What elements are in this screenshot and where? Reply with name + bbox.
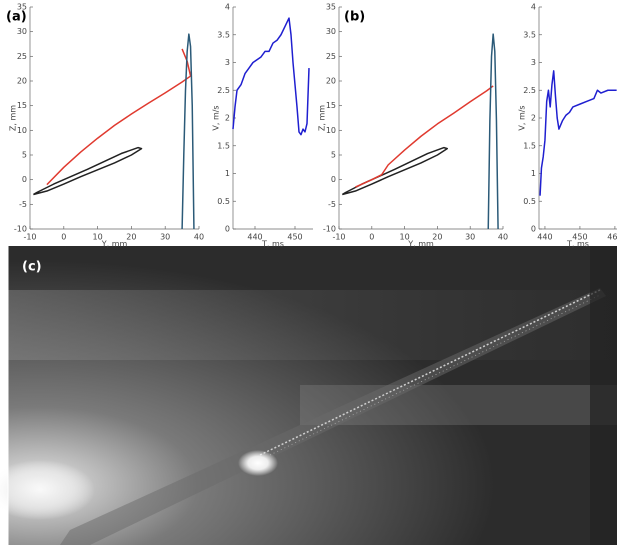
y-tick-label: 5: [331, 151, 336, 160]
y-tick-label: 0: [331, 175, 336, 184]
y-tick-label: 25: [17, 52, 27, 61]
data-line: [487, 33, 499, 230]
y-tick-label: -5: [328, 200, 336, 209]
x-tick-label: 450: [287, 233, 302, 242]
y-tick-label: 1: [531, 169, 536, 178]
y-tick-label: 10: [326, 126, 336, 135]
y-tick-label: -10: [14, 225, 27, 234]
y-tick-label: 0: [22, 175, 27, 184]
y-tick-label: 2.5: [217, 86, 230, 95]
photo: [0, 246, 617, 545]
y-axis-title: V, m/s: [518, 105, 527, 130]
y-tick-label: 4: [531, 3, 536, 12]
x-tick-label: 0: [61, 233, 66, 242]
chart: 440 450 460 0 0.5 1 1.5 2 2.5 3 3.5 4 T, ms V, m/s: [518, 3, 617, 249]
x-tick-label: 30: [160, 233, 170, 242]
y-tick-label: 35: [17, 3, 27, 12]
y-axis-title: Z, mm: [9, 105, 18, 131]
y-tick-label: 20: [17, 77, 27, 86]
x-axis-title: T, ms: [261, 240, 284, 249]
x-tick-label: -10: [23, 233, 36, 242]
x-tick-label: 450: [572, 233, 587, 242]
y-tick-label: 3: [225, 58, 230, 67]
y-tick-label: -5: [19, 200, 27, 209]
y-tick-label: 15: [17, 101, 27, 110]
x-tick-label: 10: [93, 233, 103, 242]
y-tick-label: 3.5: [217, 30, 230, 39]
x-tick-label: 40: [194, 233, 204, 242]
y-tick-label: 2: [531, 114, 536, 123]
y-tick-label: 2.5: [523, 86, 536, 95]
y-tick-label: 10: [17, 126, 27, 135]
y-tick-label: 3.5: [523, 30, 536, 39]
y-tick-label: 1.5: [217, 141, 230, 150]
x-axis-title: Y, mm: [407, 240, 434, 249]
y-tick-label: 0.5: [217, 197, 230, 206]
panel-label: (b): [344, 10, 365, 25]
data-line: [33, 146, 143, 196]
y-axis-title: V, m/s: [212, 105, 221, 130]
panel-label: (a): [6, 10, 27, 25]
x-tick-label: 10: [400, 233, 410, 242]
x-axis-title: T, ms: [566, 240, 589, 249]
data-line: [46, 48, 192, 186]
data-line: [539, 70, 617, 196]
y-tick-label: 4: [225, 3, 230, 12]
data-line: [341, 146, 448, 196]
chart: -10 0 10 20 30 40 -10 -5 0 5 10 15 20 25 30 35 Y, mm Z, m…: [318, 3, 509, 249]
x-tick-label: 40: [498, 233, 508, 242]
chart: -10 0 10 20 30 40 -10 -5 0 5 10 15 20 25 30 35 Y, mm Z, m…: [9, 3, 205, 249]
y-tick-label: 1.5: [523, 141, 536, 150]
chart: 440 450 0 0.5 1 1.5 2 2.5 3 3.5 4 T, ms V, m/s: [212, 3, 313, 249]
y-tick-label: 3: [531, 58, 536, 67]
y-tick-label: 25: [326, 52, 336, 61]
x-tick-label: 0: [369, 233, 374, 242]
y-tick-label: 2: [225, 114, 230, 123]
y-tick-label: 0: [531, 225, 536, 234]
x-axis-title: Y, mm: [101, 240, 128, 249]
x-tick-label: 20: [432, 233, 442, 242]
x-tick-label: 20: [126, 233, 136, 242]
y-tick-label: -10: [323, 225, 336, 234]
y-tick-label: 35: [326, 3, 336, 12]
panel-label: (c): [22, 260, 42, 275]
y-tick-label: 0: [225, 225, 230, 234]
x-tick-label: 440: [247, 233, 262, 242]
y-axis-title: Z, mm: [318, 105, 327, 131]
y-tick-label: 1: [225, 169, 230, 178]
y-tick-label: 20: [326, 77, 336, 86]
data-line: [232, 17, 310, 136]
x-tick-label: 440: [537, 233, 552, 242]
x-tick-label: 460: [607, 233, 617, 242]
y-tick-label: 15: [326, 101, 336, 110]
y-tick-label: 5: [22, 151, 27, 160]
data-line: [181, 33, 195, 230]
y-tick-label: 30: [17, 27, 27, 36]
data-line: [355, 85, 494, 188]
x-tick-label: 30: [465, 233, 475, 242]
y-tick-label: 30: [326, 27, 336, 36]
x-tick-label: -10: [332, 233, 345, 242]
y-tick-label: 0.5: [523, 197, 536, 206]
